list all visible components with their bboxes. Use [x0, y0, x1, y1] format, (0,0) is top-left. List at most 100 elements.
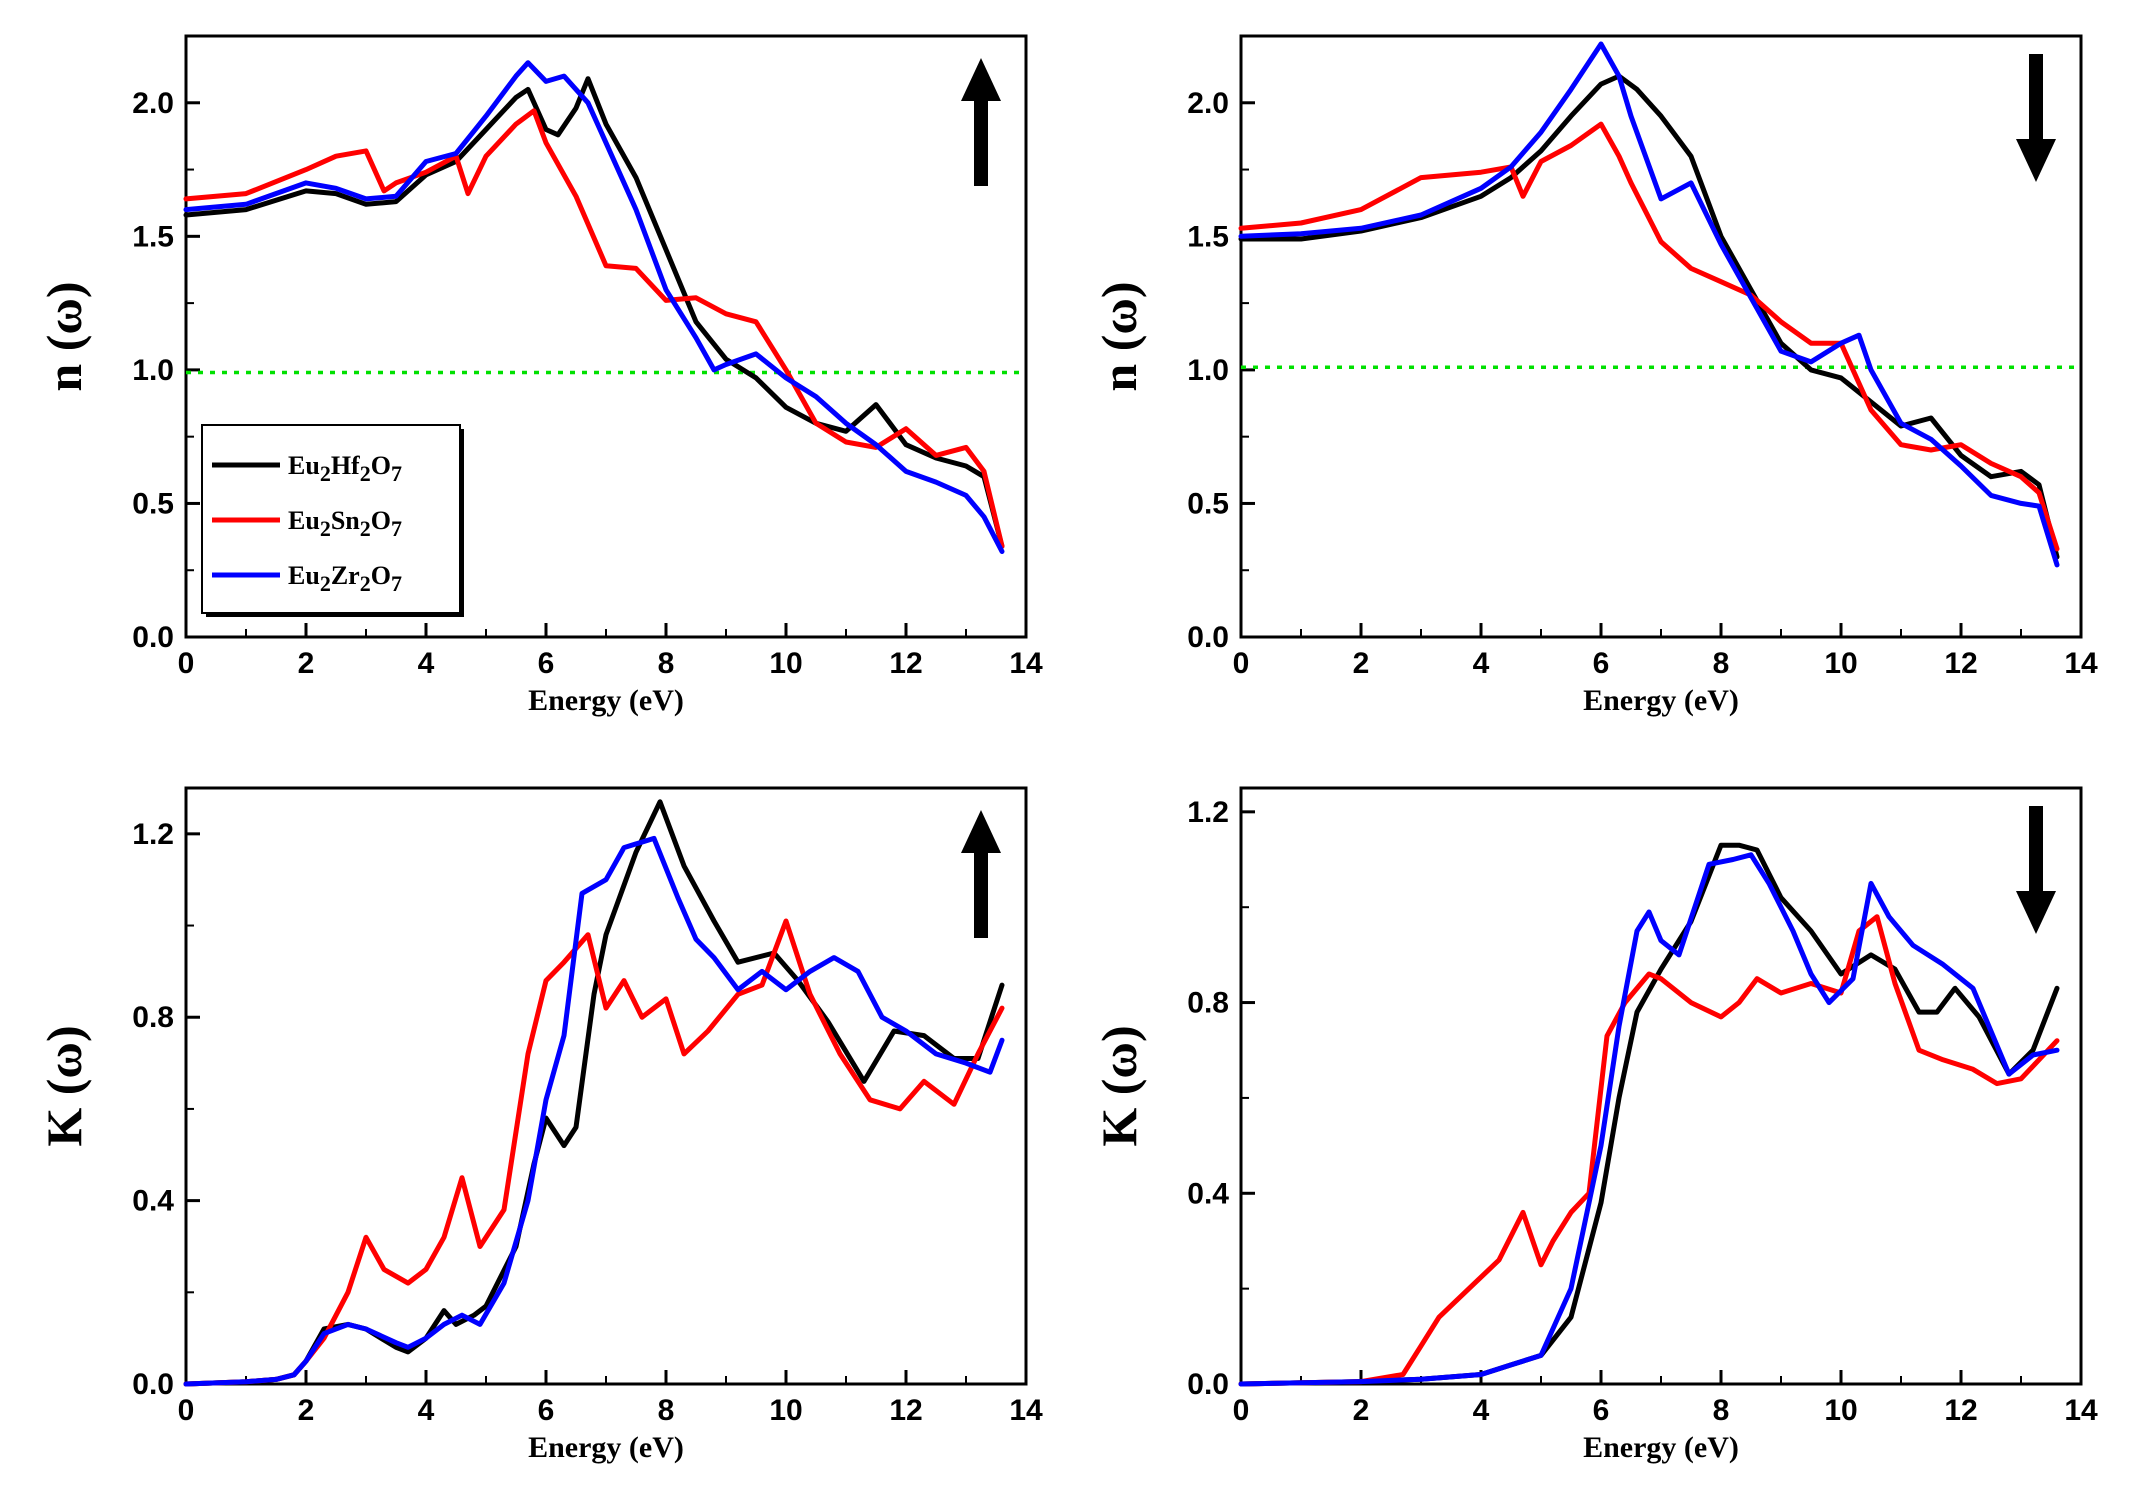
y-tick-label: 1.0 [1187, 354, 1229, 387]
x-tick-label: 8 [1713, 647, 1730, 680]
legend-sub2: 2 [360, 461, 371, 486]
arrow-shaft [974, 848, 988, 938]
y-tick-label: 0.0 [1187, 1368, 1229, 1401]
series-line-Eu2Sn2O7 [183, 108, 1005, 549]
plot-frame [1239, 34, 2083, 639]
x-axis-title: Energy (eV) [1583, 684, 1739, 717]
series-line-Eu2Zr2O7 [1238, 852, 2060, 1387]
y-tick-label: 2.0 [1187, 87, 1229, 120]
x-tick-label: 10 [769, 647, 802, 680]
x-tick-label: 10 [769, 1394, 802, 1427]
y-tick-label: 2.0 [132, 87, 174, 120]
x-tick-label: 2 [298, 647, 315, 680]
y-tick-label: 0.0 [1187, 621, 1229, 654]
x-tick-label: 0 [178, 1394, 195, 1427]
series-line-Eu2Hf2O7 [183, 76, 1005, 549]
series-line-Eu2Zr2O7 [1238, 41, 2060, 568]
x-tick-label: 2 [1353, 647, 1370, 680]
x-tick-label: 8 [658, 647, 675, 680]
x-tick-label: 12 [889, 647, 922, 680]
y-axis-title: K (ω) [1091, 1025, 1147, 1146]
x-tick-label: 12 [1944, 1394, 1977, 1427]
series-line-Eu2Sn2O7 [1238, 914, 2060, 1387]
legend-entry-Eu2Sn2O7: Eu2Sn2O7 [288, 506, 402, 541]
legend-o: O [371, 451, 391, 480]
y-tick-label: 1.0 [132, 354, 174, 387]
arrow-head [2016, 891, 2056, 934]
y-tick-label: 1.2 [132, 818, 174, 851]
x-tick-label: 6 [538, 647, 555, 680]
legend-base: Eu [288, 506, 320, 535]
chart-panel-top-left: 0 2 4 6 8 10 12 14 0.0 0.5 1.0 1.5 2.0 Energy (eV) n (… [36, 34, 1043, 717]
x-tick-label: 6 [1593, 1394, 1610, 1427]
y-tick-label: 1.5 [1187, 220, 1229, 253]
x-tick-label: 8 [658, 1394, 675, 1427]
x-tick-label: 10 [1824, 647, 1857, 680]
y-tick-label: 0.4 [1187, 1177, 1229, 1210]
arrow-head [961, 58, 1001, 101]
legend-o: O [371, 506, 391, 535]
legend-sub1: 2 [320, 571, 331, 596]
legend-mid: Zr [331, 561, 360, 590]
x-tick-label: 2 [1353, 1394, 1370, 1427]
arrow-shaft [2029, 806, 2043, 896]
spin-arrow-down-icon [2016, 54, 2056, 182]
x-axis-title: Energy (eV) [528, 1431, 684, 1464]
x-axis-title: Energy (eV) [528, 684, 684, 717]
legend-sub2: 2 [360, 516, 371, 541]
legend-mid: Hf [331, 451, 360, 480]
x-tick-label: 14 [1009, 647, 1043, 680]
legend-sub1: 2 [320, 516, 331, 541]
series-line-Eu2Hf2O7 [1238, 73, 2060, 560]
y-axis-title: K (ω) [36, 1025, 92, 1146]
y-tick-label: 0.0 [132, 621, 174, 654]
arrow-shaft [974, 96, 988, 186]
x-tick-label: 14 [1009, 1394, 1043, 1427]
chart-panel-bottom-right: 0 2 4 6 8 10 12 14 0.0 0.4 0.8 1.2 Energy (eV) K (ω) [1091, 786, 2098, 1464]
spin-arrow-up-icon [961, 58, 1001, 186]
x-tick-label: 10 [1824, 1394, 1857, 1427]
y-tick-label: 0.4 [132, 1185, 174, 1218]
arrow-shaft [2029, 54, 2043, 144]
x-tick-label: 14 [2064, 1394, 2098, 1427]
y-tick-label: 1.5 [132, 220, 174, 253]
x-tick-label: 12 [889, 1394, 922, 1427]
legend-sub1: 2 [320, 461, 331, 486]
series-line-Eu2Zr2O7 [183, 835, 1005, 1387]
arrow-head [961, 810, 1001, 853]
series-line-Eu2Hf2O7 [1238, 842, 2060, 1387]
x-tick-label: 2 [298, 1394, 315, 1427]
legend-mid: Sn [331, 506, 360, 535]
x-tick-label: 4 [1473, 1394, 1490, 1427]
legend-sub3: 7 [391, 461, 402, 486]
chart-panel-top-right: 0 2 4 6 8 10 12 14 0.0 0.5 1.0 1.5 2.0 Energy (eV) n (… [1091, 34, 2098, 717]
arrow-head [2016, 139, 2056, 182]
series-line-Eu2Zr2O7 [183, 60, 1005, 554]
x-tick-label: 4 [1473, 647, 1490, 680]
chart-panel-bottom-left: 0 2 4 6 8 10 12 14 0.0 0.4 0.8 1.2 Energy (eV) K (ω) [36, 786, 1043, 1464]
legend-entry-Eu2Hf2O7: Eu2Hf2O7 [288, 451, 402, 486]
spin-arrow-down-icon [2016, 806, 2056, 934]
x-tick-label: 6 [538, 1394, 555, 1427]
x-axis-title: Energy (eV) [1583, 1431, 1739, 1464]
x-tick-label: 6 [1593, 647, 1610, 680]
legend-entry-Eu2Zr2O7: Eu2Zr2O7 [288, 561, 402, 596]
y-axis-title: n (ω) [36, 281, 92, 391]
y-axis-title: n (ω) [1091, 281, 1147, 391]
x-tick-label: 14 [2064, 647, 2098, 680]
y-tick-label: 0.5 [132, 487, 174, 520]
legend-base: Eu [288, 451, 320, 480]
x-tick-label: 0 [1233, 1394, 1250, 1427]
y-tick-label: 0.8 [132, 1001, 174, 1034]
legend-sub3: 7 [391, 516, 402, 541]
spin-arrow-up-icon [961, 810, 1001, 938]
x-tick-label: 4 [418, 1394, 435, 1427]
plot-frame [1239, 786, 2083, 1386]
x-tick-label: 0 [178, 647, 195, 680]
legend-base: Eu [288, 561, 320, 590]
legend-sub2: 2 [360, 571, 371, 596]
y-tick-label: 0.8 [1187, 987, 1229, 1020]
x-tick-label: 8 [1713, 1394, 1730, 1427]
